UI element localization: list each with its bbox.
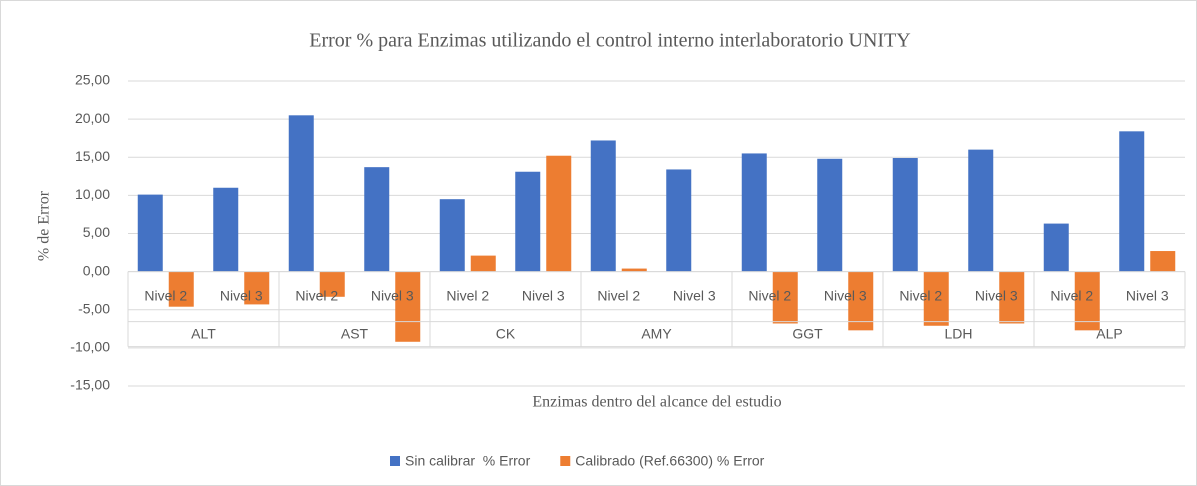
bar	[772, 271, 798, 324]
bar	[817, 158, 843, 272]
legend-swatch	[560, 456, 571, 466]
x-tick-label: Nivel 3	[824, 287, 867, 303]
y-tick-label: -10,00	[70, 339, 110, 355]
bar	[470, 255, 496, 272]
bar	[741, 153, 767, 272]
x-tick-label: Nivel 3	[975, 287, 1018, 303]
group-label: AMY	[641, 325, 672, 341]
bar	[1119, 131, 1145, 272]
bar	[999, 271, 1025, 324]
bar	[848, 271, 874, 331]
bar	[892, 158, 918, 272]
group-label: AST	[341, 325, 369, 341]
x-tick-label: Nivel 3	[220, 287, 263, 303]
x-tick-label: Nivel 3	[673, 287, 716, 303]
bar	[968, 149, 994, 272]
bar	[244, 271, 270, 305]
bar	[546, 155, 572, 272]
x-tick-label: Nivel 2	[446, 287, 489, 303]
bar	[923, 271, 949, 326]
legend-label: Sin calibrar % Error	[405, 453, 531, 469]
bar	[137, 194, 163, 272]
bar	[590, 140, 616, 272]
bar	[1150, 251, 1176, 272]
bar	[364, 167, 390, 272]
group-label: LDH	[944, 325, 972, 341]
x-tick-label: Nivel 2	[899, 287, 942, 303]
x-tick-label: Nivel 2	[597, 287, 640, 303]
y-tick-label: 0,00	[83, 262, 110, 278]
y-tick-label: 5,00	[83, 224, 110, 240]
chart-title: Error % para Enzimas utilizando el contr…	[309, 30, 910, 52]
x-tick-label: Nivel 3	[371, 287, 414, 303]
x-axis-title: Enzimas dentro del alcance del estudio	[532, 394, 781, 411]
group-label: GGT	[792, 325, 823, 341]
y-tick-label: 25,00	[75, 72, 110, 88]
bar	[621, 268, 647, 272]
group-label: ALP	[1096, 325, 1122, 341]
bar	[439, 199, 465, 272]
y-axis-title: % de Error	[36, 190, 53, 261]
bar	[1074, 271, 1100, 331]
x-tick-label: Nivel 2	[1050, 287, 1093, 303]
y-tick-label: 15,00	[75, 148, 110, 164]
y-tick-label: 20,00	[75, 110, 110, 126]
x-tick-label: Nivel 2	[144, 287, 187, 303]
x-tick-label: Nivel 3	[1126, 287, 1169, 303]
bar	[1043, 223, 1069, 272]
group-label: ALT	[191, 325, 216, 341]
y-tick-label: -5,00	[78, 300, 110, 316]
bar	[213, 187, 239, 272]
legend-label: Calibrado (Ref.66300) % Error	[575, 453, 764, 469]
group-label: CK	[496, 325, 516, 341]
x-tick-label: Nivel 2	[748, 287, 791, 303]
y-tick-label: 10,00	[75, 186, 110, 202]
y-tick-label: -15,00	[70, 377, 110, 393]
legend-swatch	[390, 456, 400, 466]
bar	[288, 115, 314, 272]
x-tick-label: Nivel 3	[522, 287, 565, 303]
bar	[515, 171, 541, 272]
x-tick-label: Nivel 2	[295, 287, 338, 303]
bar	[395, 271, 421, 342]
bar	[168, 271, 194, 307]
bar	[666, 169, 692, 272]
bar	[319, 271, 345, 297]
